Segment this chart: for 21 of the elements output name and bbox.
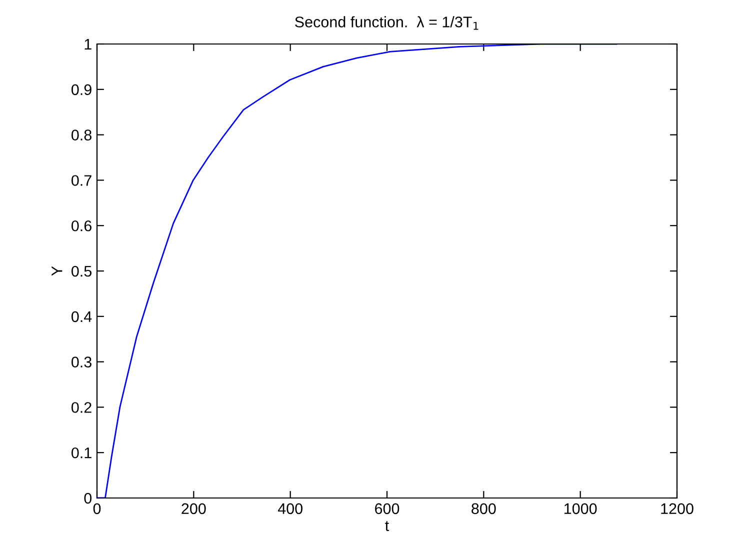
y-tick-label: 0.9 (72, 84, 92, 96)
y-tick-label: 1 (84, 39, 92, 50)
y-tick-label: 0.8 (72, 130, 92, 140)
y-tick-label: 0.3 (72, 356, 92, 368)
x-tick-label: 200 (182, 503, 206, 514)
y-axis-title: Y (52, 266, 62, 276)
y-tick-label: 0.2 (72, 402, 92, 413)
x-tick-label: 400 (278, 503, 302, 514)
x-tick-label: 600 (375, 503, 400, 514)
chart-title: Second function. λ = 1/3T$_{1}$ (295, 16, 478, 30)
y-tick-label: 0 (84, 492, 92, 504)
y-tick-label: 0.1 (72, 447, 92, 458)
y-tick-label: 0.4 (72, 311, 92, 322)
y-tick-label: 0.7 (72, 175, 92, 186)
x-axis-title: t (385, 521, 390, 532)
y-tick-label: 0.5 (72, 266, 92, 277)
y-tick-label: 0.6 (72, 220, 92, 232)
x-tick-label: 0 (93, 503, 101, 514)
x-tick-label: 800 (472, 503, 496, 514)
x-tick-label: 1000 (564, 503, 597, 514)
x-tick-label: 1200 (661, 503, 694, 514)
